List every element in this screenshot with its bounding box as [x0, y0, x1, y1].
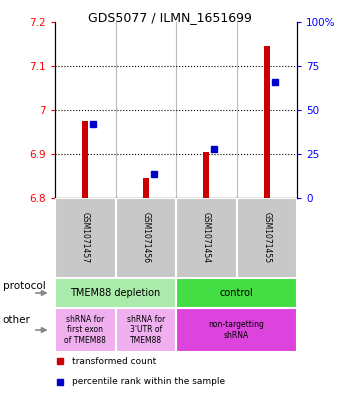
Bar: [176, 308, 297, 352]
Text: transformed count: transformed count: [72, 356, 156, 365]
Bar: [237, 198, 297, 278]
Text: GSM1071454: GSM1071454: [202, 213, 211, 264]
Bar: [116, 198, 176, 278]
Bar: [55, 278, 176, 308]
Text: control: control: [220, 288, 253, 298]
Bar: [116, 308, 176, 352]
Text: GDS5077 / ILMN_1651699: GDS5077 / ILMN_1651699: [88, 11, 252, 24]
Bar: [264, 46, 270, 198]
Text: GSM1071457: GSM1071457: [81, 213, 90, 264]
Text: non-targetting
shRNA: non-targetting shRNA: [208, 320, 265, 340]
Text: percentile rank within the sample: percentile rank within the sample: [72, 377, 225, 386]
Bar: [82, 121, 88, 198]
Text: TMEM88 depletion: TMEM88 depletion: [70, 288, 160, 298]
Text: protocol: protocol: [3, 281, 46, 291]
Bar: [176, 198, 237, 278]
Text: shRNA for
first exon
of TMEM88: shRNA for first exon of TMEM88: [64, 315, 106, 345]
Bar: [55, 308, 116, 352]
Bar: [55, 198, 116, 278]
Text: shRNA for
3'UTR of
TMEM88: shRNA for 3'UTR of TMEM88: [126, 315, 165, 345]
Bar: [143, 178, 149, 198]
Text: GSM1071456: GSM1071456: [141, 213, 150, 264]
Bar: [176, 278, 297, 308]
Text: GSM1071455: GSM1071455: [262, 213, 271, 264]
Bar: [203, 152, 209, 198]
Text: other: other: [3, 315, 31, 325]
